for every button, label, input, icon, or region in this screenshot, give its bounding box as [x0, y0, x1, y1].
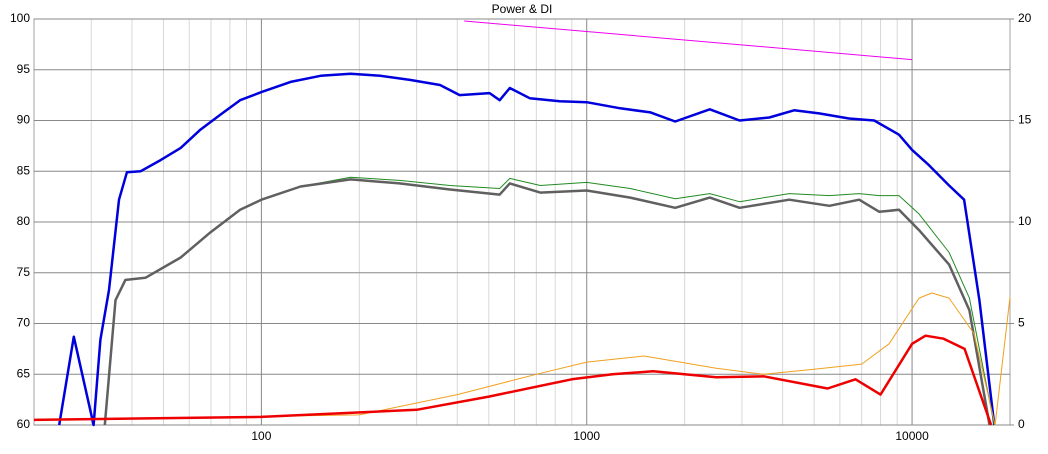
- series-line: [33, 292, 1011, 426]
- series-line: [103, 178, 991, 426]
- x-tick-label: 100: [251, 429, 271, 443]
- y2-tick-label: 5: [1018, 316, 1025, 330]
- series-line: [464, 20, 913, 61]
- y-tick-label: 60: [17, 417, 31, 431]
- y-tick-label: 75: [17, 265, 31, 279]
- x-tick-label: 1000: [573, 429, 600, 443]
- y-tick-label: 65: [17, 366, 31, 380]
- y2-tick-label: 0: [1018, 417, 1025, 431]
- y-tick-label: 90: [17, 113, 31, 127]
- y2-tick-label: 20: [1018, 11, 1032, 25]
- y-tick-label: 70: [17, 316, 31, 330]
- series-line: [57, 72, 996, 427]
- y-tick-label: 100: [10, 11, 30, 25]
- y-tick-label: 85: [17, 163, 31, 177]
- y2-tick-label: 15: [1018, 113, 1032, 127]
- y2-tick-label: 10: [1018, 214, 1032, 228]
- series-line: [33, 334, 993, 426]
- y-tick-label: 80: [17, 214, 31, 228]
- chart-title: Power & DI: [492, 2, 553, 16]
- y-tick-label: 95: [17, 62, 31, 76]
- x-tick-label: 10000: [895, 429, 929, 443]
